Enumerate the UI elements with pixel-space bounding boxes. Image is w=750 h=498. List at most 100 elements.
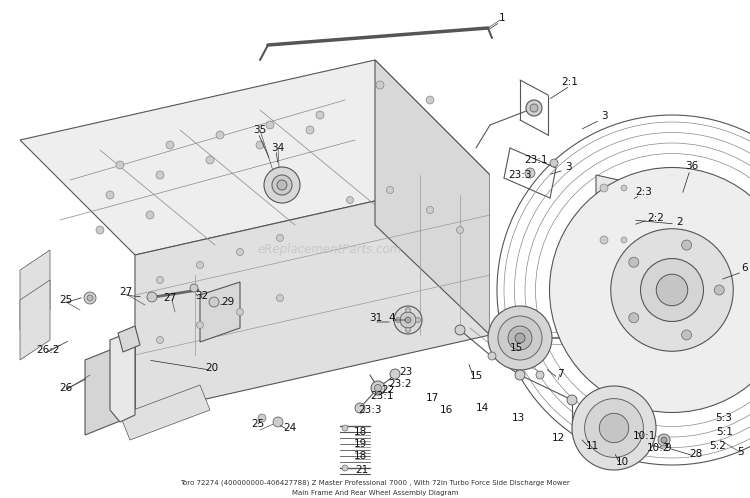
Text: 26:2: 26:2	[36, 345, 60, 355]
Circle shape	[550, 159, 558, 167]
Text: 25: 25	[59, 295, 73, 305]
Text: 5:3: 5:3	[716, 413, 733, 423]
Polygon shape	[596, 175, 632, 245]
Circle shape	[515, 333, 525, 343]
Circle shape	[584, 398, 644, 457]
Polygon shape	[110, 330, 135, 422]
Circle shape	[236, 308, 244, 316]
Text: 11: 11	[585, 441, 598, 451]
Circle shape	[258, 414, 266, 422]
Polygon shape	[20, 280, 50, 360]
Circle shape	[156, 171, 164, 179]
Circle shape	[206, 156, 214, 164]
Circle shape	[346, 197, 353, 204]
Circle shape	[157, 337, 164, 344]
Polygon shape	[85, 340, 135, 435]
Text: 23: 23	[399, 367, 412, 377]
Text: 15: 15	[470, 371, 483, 381]
Circle shape	[196, 261, 203, 268]
Circle shape	[266, 121, 274, 129]
Circle shape	[376, 81, 384, 89]
Circle shape	[277, 294, 284, 301]
Text: 24: 24	[284, 423, 296, 433]
Text: 13: 13	[512, 413, 525, 423]
Circle shape	[405, 317, 411, 323]
Text: 1: 1	[499, 13, 506, 23]
Circle shape	[621, 185, 627, 191]
Text: 10:1: 10:1	[633, 431, 657, 441]
Polygon shape	[20, 60, 490, 255]
Text: 22: 22	[381, 385, 394, 395]
Circle shape	[406, 328, 410, 333]
Polygon shape	[200, 282, 240, 342]
Circle shape	[256, 141, 264, 149]
Text: 23:3: 23:3	[358, 405, 382, 415]
Circle shape	[536, 371, 544, 379]
Circle shape	[599, 413, 628, 443]
Text: 26: 26	[59, 383, 73, 393]
Text: 18: 18	[353, 427, 367, 437]
Text: 34: 34	[272, 143, 285, 153]
Text: 15: 15	[509, 343, 523, 353]
Text: 5:1: 5:1	[716, 427, 734, 437]
Circle shape	[600, 184, 608, 192]
Circle shape	[572, 386, 656, 470]
Circle shape	[621, 237, 627, 243]
Text: 3: 3	[601, 111, 608, 121]
Circle shape	[395, 318, 400, 323]
Circle shape	[306, 126, 314, 134]
Text: eReplacementParts.com: eReplacementParts.com	[258, 243, 402, 255]
Text: 17: 17	[425, 393, 439, 403]
Circle shape	[455, 325, 465, 335]
Circle shape	[96, 226, 104, 234]
Text: 28: 28	[689, 449, 703, 459]
Circle shape	[147, 292, 157, 302]
Circle shape	[682, 240, 692, 250]
Text: 21: 21	[356, 465, 369, 475]
Circle shape	[550, 167, 750, 412]
Text: Toro 72274 (400000000-406427788) Z Master Professional 7000 , With 72in Turbo Fo: Toro 72274 (400000000-406427788) Z Maste…	[180, 480, 570, 486]
Circle shape	[190, 284, 198, 292]
Text: 23:3: 23:3	[509, 170, 532, 180]
Circle shape	[628, 257, 639, 267]
Text: 5:2: 5:2	[710, 441, 727, 451]
Circle shape	[342, 425, 348, 431]
Circle shape	[628, 313, 639, 323]
Text: Main Frame And Rear Wheel Assembly Diagram: Main Frame And Rear Wheel Assembly Diagr…	[292, 490, 458, 496]
Text: 14: 14	[476, 403, 489, 413]
Circle shape	[394, 306, 422, 334]
Text: 2:1: 2:1	[562, 77, 578, 87]
Circle shape	[530, 104, 538, 112]
Polygon shape	[20, 250, 50, 330]
Circle shape	[277, 180, 287, 190]
Circle shape	[87, 295, 93, 301]
Polygon shape	[375, 60, 490, 335]
Circle shape	[386, 186, 394, 194]
Text: 2:2: 2:2	[647, 213, 664, 223]
Circle shape	[416, 318, 421, 323]
Circle shape	[714, 285, 724, 295]
Circle shape	[342, 465, 348, 471]
Circle shape	[567, 395, 577, 405]
Circle shape	[116, 161, 124, 169]
Circle shape	[374, 384, 382, 391]
Text: 2:3: 2:3	[635, 187, 652, 197]
Circle shape	[106, 191, 114, 199]
Text: 10: 10	[616, 457, 628, 467]
Text: 3: 3	[565, 162, 572, 172]
Circle shape	[457, 227, 464, 234]
Polygon shape	[120, 385, 210, 440]
Circle shape	[166, 141, 174, 149]
Text: 6: 6	[742, 263, 748, 273]
Circle shape	[525, 168, 535, 178]
Circle shape	[196, 322, 203, 329]
Circle shape	[427, 207, 433, 214]
Circle shape	[277, 235, 284, 242]
Text: 7: 7	[556, 369, 563, 379]
Circle shape	[661, 437, 667, 443]
Circle shape	[488, 352, 496, 360]
Circle shape	[264, 167, 300, 203]
Circle shape	[508, 326, 532, 350]
Polygon shape	[118, 326, 140, 352]
Text: 35: 35	[254, 125, 267, 135]
